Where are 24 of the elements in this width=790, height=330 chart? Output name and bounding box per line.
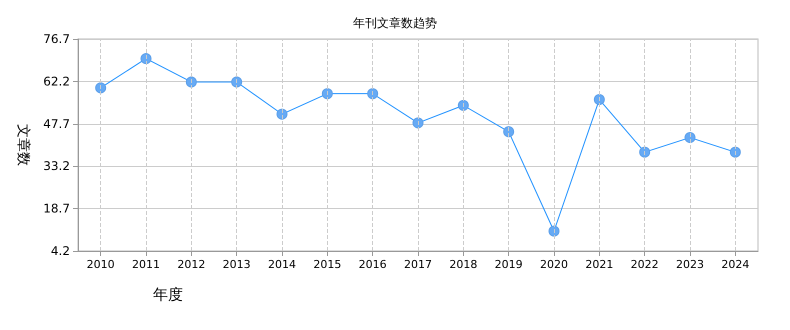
x-tick-label: 2024 — [721, 258, 750, 271]
x-tick-label: 2010 — [86, 258, 115, 271]
x-tick-label: 2016 — [358, 258, 387, 271]
y-axis-title: 文章数 — [15, 124, 31, 166]
x-tick-label: 2023 — [676, 258, 704, 271]
y-tick-label: 76.7 — [43, 32, 70, 46]
x-tick-label: 2011 — [132, 258, 160, 271]
y-tick-label: 18.7 — [43, 202, 70, 216]
x-tick-label: 2018 — [449, 258, 478, 271]
y-tick-label: 62.2 — [43, 74, 70, 88]
x-tick-label: 2017 — [404, 258, 432, 271]
x-tick-label: 2013 — [222, 258, 251, 271]
x-axis-title: 年度 — [153, 286, 183, 304]
x-tick-label: 2019 — [494, 258, 523, 271]
x-tick-label: 2020 — [540, 258, 568, 271]
x-tick-label: 2012 — [177, 258, 206, 271]
y-tick-label: 4.2 — [50, 244, 70, 258]
x-tick-label: 2015 — [313, 258, 342, 271]
x-tick-label: 2021 — [585, 258, 614, 271]
chart-title: 年刊文章数趋势 — [353, 16, 437, 30]
x-tick-label: 2014 — [268, 258, 296, 271]
y-tick-label: 33.2 — [43, 159, 70, 174]
y-tick-label: 47.7 — [43, 116, 70, 131]
x-tick-label: 2022 — [630, 258, 659, 271]
